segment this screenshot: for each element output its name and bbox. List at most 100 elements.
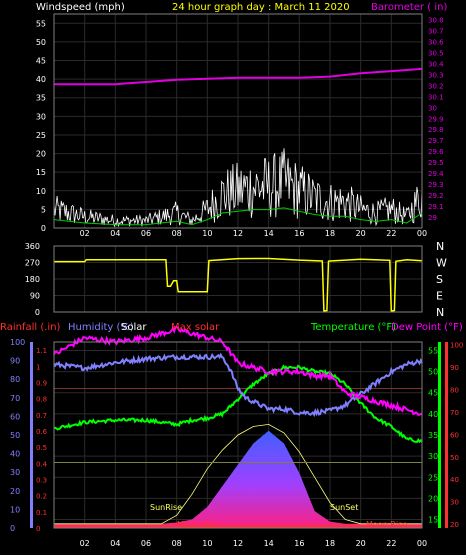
barometer-tick-label: 30.5 <box>428 49 444 57</box>
chart-title: 24 hour graph day : March 11 2020 <box>172 2 350 13</box>
rainfall-tick-label: 1 <box>36 363 40 371</box>
hour-tick-label: 04 <box>110 539 120 548</box>
hour-tick-label: 18 <box>325 539 335 548</box>
barometer-tick-label: 30.8 <box>428 16 444 24</box>
temperature-tick-label: 30 <box>428 452 438 461</box>
wind-average-series-line <box>53 207 423 226</box>
hour-tick-label: 10 <box>202 539 212 548</box>
compass-label: E <box>436 290 443 303</box>
direction-tick-label: 270 <box>25 259 40 268</box>
dewpoint-tick-label: 40 <box>450 476 459 484</box>
barometer-tick-label: 30.2 <box>428 82 444 90</box>
compass-label: W <box>436 257 447 270</box>
humidity-legend: Humidity (%) <box>68 322 134 333</box>
hour-tick-label: 08 <box>172 539 182 548</box>
wind-tick-label: 35 <box>36 94 46 103</box>
dewpoint-axis-bar <box>445 342 448 528</box>
dewpoint-tick-label: 30 <box>450 499 459 507</box>
rainfall-tick-label: 0.2 <box>36 493 47 501</box>
dewpoint-tick-label: 70 <box>450 409 459 417</box>
direction-tick-label: 360 <box>25 242 40 251</box>
barometer-tick-label: 29.8 <box>428 126 444 134</box>
dewpoint-tick-label: 60 <box>450 431 459 439</box>
rainfall-tick-label: 0 <box>36 525 40 533</box>
compass-label: S <box>436 273 443 286</box>
hour-tick-label: 06 <box>141 539 151 548</box>
barometer-tick-label: 30.1 <box>428 93 444 101</box>
humidity-tick-label: 50 <box>10 431 20 440</box>
wind-tick-label: 50 <box>36 38 46 47</box>
hour-tick-label: 12 <box>233 229 243 238</box>
barometer-tick-label: 29 <box>428 214 437 222</box>
wind-tick-label: 20 <box>36 150 46 159</box>
solar-legend: Solar <box>121 322 147 333</box>
rainfall-legend: Rainfall (.in) <box>0 322 61 333</box>
barometer-tick-label: 29.3 <box>428 181 444 189</box>
rainfall-tick-label: 0.6 <box>36 428 48 436</box>
wind-tick-label: 40 <box>36 75 46 84</box>
barometer-tick-label: 29.6 <box>428 148 444 156</box>
env-plot-frame <box>53 341 423 529</box>
temperature-tick-label: 55 <box>428 346 438 355</box>
wind-tick-label: 10 <box>36 187 46 196</box>
hour-tick-label: 20 <box>356 539 366 548</box>
temperature-tick-label: 20 <box>428 494 438 503</box>
wind-tick-label: 30 <box>36 112 46 121</box>
temperature-tick-label: 15 <box>428 516 438 525</box>
barometer-axis-label: Barometer ( in) <box>371 2 447 13</box>
wind-plot-frame <box>53 13 423 229</box>
humidity-tick-label: 30 <box>10 468 20 477</box>
hour-tick-label: 08 <box>172 229 182 238</box>
wind-tick-label: 45 <box>36 57 46 66</box>
dewpoint-tick-label: 90 <box>450 364 459 372</box>
wind-tick-label: 15 <box>36 168 46 177</box>
hour-tick-label: 20 <box>356 229 366 238</box>
hour-tick-label: 16 <box>294 539 304 548</box>
barometer-series-line <box>54 67 423 86</box>
barometer-tick-label: 29.9 <box>428 115 444 123</box>
temperature-legend: Temperature (°F) <box>310 322 396 333</box>
barometer-tick-label: 30.6 <box>428 38 444 46</box>
humidity-tick-label: 0 <box>10 524 15 533</box>
direction-tick-label: 90 <box>30 292 40 301</box>
rainfall-tick-label: 0.5 <box>36 444 47 452</box>
wind-tick-label: 55 <box>36 19 46 28</box>
wind-direction-series-line <box>54 257 423 313</box>
hour-tick-label: 18 <box>325 229 335 238</box>
dewpoint-legend: Dew Point (°F) <box>391 322 463 333</box>
hour-tick-label: 10 <box>202 229 212 238</box>
barometer-tick-label: 30.4 <box>428 60 444 68</box>
barometer-tick-label: 30.7 <box>428 27 444 35</box>
sunrise-label: SunRise <box>150 503 182 512</box>
hour-tick-label: 02 <box>80 229 90 238</box>
barometer-tick-label: 29.1 <box>428 203 444 211</box>
hour-tick-label: 14 <box>264 229 274 238</box>
dewpoint-tick-label: 80 <box>450 387 459 395</box>
hour-tick-label: 02 <box>80 539 90 548</box>
rainfall-tick-label: 0.9 <box>36 379 47 387</box>
hour-tick-label: 04 <box>110 229 120 238</box>
hour-tick-label: 12 <box>233 539 243 548</box>
compass-label: N <box>436 306 444 319</box>
rainfall-tick-label: 0.1 <box>36 509 47 517</box>
humidity-tick-label: 20 <box>10 487 20 496</box>
direction-plot-series <box>54 257 423 313</box>
wind-tick-label: 5 <box>41 205 46 214</box>
rainfall-tick-label: 0.3 <box>36 476 47 484</box>
barometer-tick-label: 29.5 <box>428 159 444 167</box>
direction-tick-label: 180 <box>25 275 40 284</box>
direction-plot-frame <box>53 245 423 313</box>
compass-label: N <box>436 240 444 253</box>
temperature-tick-label: 50 <box>428 368 438 377</box>
hour-tick-label: 14 <box>264 539 274 548</box>
plot-frames <box>30 13 448 529</box>
barometer-tick-label: 29.4 <box>428 170 444 178</box>
barometer-tick-label: 29.7 <box>428 137 444 145</box>
temperature-tick-label: 35 <box>428 431 438 440</box>
rainfall-tick-label: 0.7 <box>36 412 47 420</box>
humidity-tick-label: 60 <box>10 412 20 421</box>
wind-plot-series <box>53 67 423 228</box>
wind-plot-grid <box>54 14 423 229</box>
hour-tick-label: 00 <box>417 229 427 238</box>
